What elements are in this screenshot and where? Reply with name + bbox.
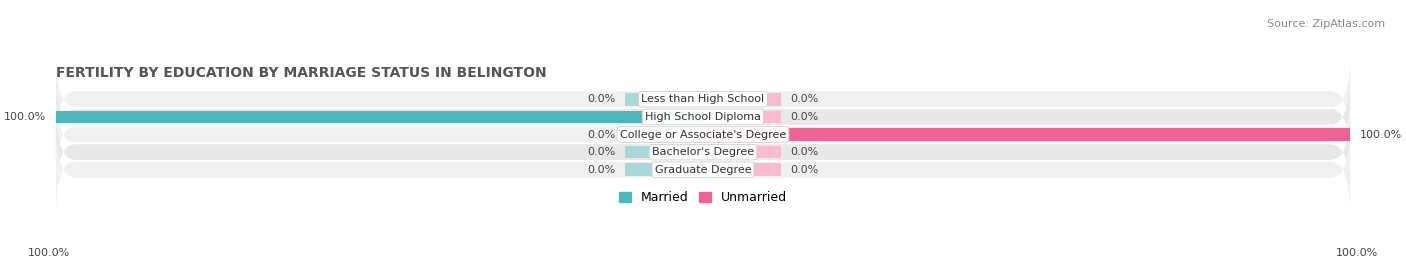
- Text: 0.0%: 0.0%: [588, 147, 616, 157]
- Bar: [703, 111, 780, 123]
- Text: High School Diploma: High School Diploma: [645, 112, 761, 122]
- FancyBboxPatch shape: [56, 72, 1350, 162]
- Text: 100.0%: 100.0%: [1360, 129, 1402, 140]
- Bar: [626, 163, 703, 176]
- Text: 0.0%: 0.0%: [790, 147, 818, 157]
- FancyBboxPatch shape: [56, 90, 1350, 179]
- Text: 100.0%: 100.0%: [4, 112, 46, 122]
- Text: Bachelor's Degree: Bachelor's Degree: [652, 147, 754, 157]
- Text: 0.0%: 0.0%: [588, 165, 616, 175]
- Text: 100.0%: 100.0%: [28, 248, 70, 258]
- Text: Graduate Degree: Graduate Degree: [655, 165, 751, 175]
- Bar: [703, 163, 780, 176]
- Text: 0.0%: 0.0%: [790, 112, 818, 122]
- Text: 0.0%: 0.0%: [588, 129, 616, 140]
- Bar: [626, 93, 703, 106]
- FancyBboxPatch shape: [56, 125, 1350, 215]
- Bar: [703, 93, 780, 106]
- Bar: [56, 111, 703, 123]
- FancyBboxPatch shape: [56, 54, 1350, 144]
- Text: Less than High School: Less than High School: [641, 94, 765, 104]
- Text: 0.0%: 0.0%: [790, 94, 818, 104]
- Bar: [626, 146, 703, 158]
- FancyBboxPatch shape: [56, 107, 1350, 197]
- Text: Source: ZipAtlas.com: Source: ZipAtlas.com: [1267, 19, 1385, 29]
- Text: 0.0%: 0.0%: [790, 165, 818, 175]
- Text: 100.0%: 100.0%: [1336, 248, 1378, 258]
- Bar: [626, 128, 703, 141]
- Text: 0.0%: 0.0%: [588, 94, 616, 104]
- Text: College or Associate's Degree: College or Associate's Degree: [620, 129, 786, 140]
- Legend: Married, Unmarried: Married, Unmarried: [613, 186, 793, 209]
- Text: FERTILITY BY EDUCATION BY MARRIAGE STATUS IN BELINGTON: FERTILITY BY EDUCATION BY MARRIAGE STATU…: [56, 66, 547, 80]
- Bar: [703, 146, 780, 158]
- Bar: [703, 128, 1350, 141]
